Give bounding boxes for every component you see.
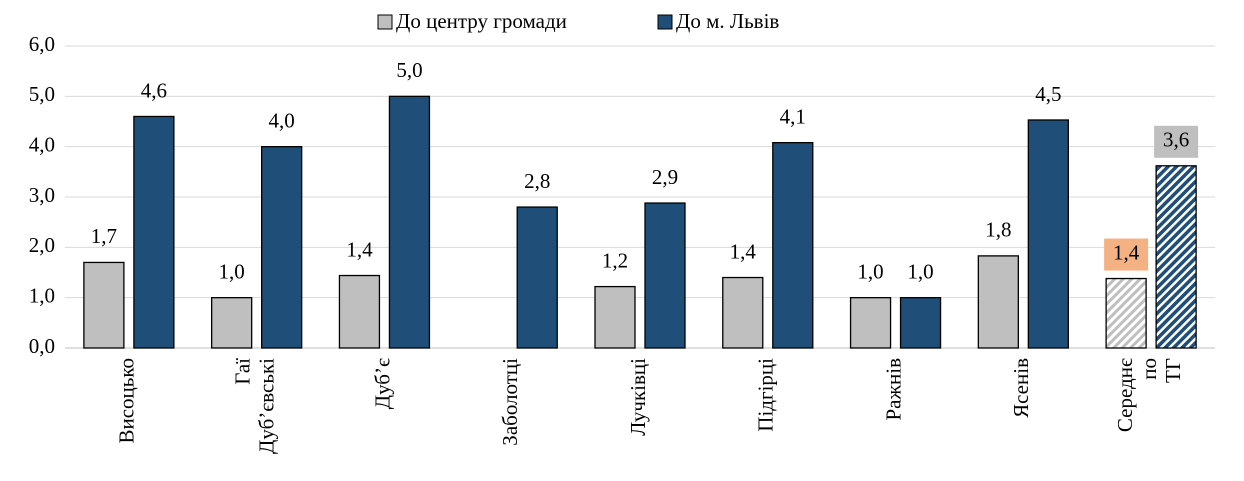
x-tick-label: Лучківці bbox=[626, 358, 650, 436]
bar bbox=[977, 255, 1019, 349]
bar bbox=[261, 146, 303, 349]
value-label: 1,0 bbox=[219, 259, 245, 283]
bar bbox=[722, 276, 764, 349]
bar bbox=[83, 261, 125, 349]
value-label: 1,0 bbox=[857, 259, 883, 283]
bar bbox=[211, 297, 253, 349]
value-label: 1,4 bbox=[1113, 240, 1140, 264]
value-label: 2,9 bbox=[652, 165, 678, 189]
x-tick-label: Висоцько bbox=[115, 358, 139, 444]
y-tick-label: 5,0 bbox=[29, 82, 55, 106]
bar bbox=[594, 285, 636, 349]
legend-swatch bbox=[377, 14, 393, 30]
value-label: 2,8 bbox=[524, 169, 550, 193]
value-label: 1,4 bbox=[346, 237, 373, 261]
bar bbox=[338, 274, 381, 349]
value-label-box bbox=[1104, 238, 1149, 271]
bar bbox=[388, 95, 431, 349]
bar bbox=[644, 202, 686, 349]
y-tick-label: 6,0 bbox=[29, 32, 55, 56]
x-tick-label: Середнє по ТГ bbox=[1113, 358, 1185, 432]
x-tick-label: Ражнів bbox=[881, 358, 905, 421]
bar bbox=[899, 297, 942, 349]
y-tick-label: 4,0 bbox=[29, 132, 55, 156]
bar bbox=[516, 206, 558, 349]
value-label: 1,8 bbox=[985, 218, 1011, 242]
value-label: 1,4 bbox=[730, 239, 757, 263]
bar bbox=[1105, 277, 1147, 349]
x-tick-label: Ясенів bbox=[1009, 358, 1033, 418]
x-tick-label: Гаї Дуб’євські bbox=[230, 358, 278, 459]
value-label: 4,6 bbox=[141, 78, 167, 102]
value-label: 4,1 bbox=[780, 104, 806, 128]
bar bbox=[1155, 165, 1197, 349]
legend-swatch bbox=[657, 14, 673, 30]
x-tick-label: Заболотці bbox=[498, 358, 522, 446]
value-label: 4,5 bbox=[1035, 82, 1061, 106]
bar bbox=[1027, 119, 1069, 349]
y-tick-label: 3,0 bbox=[29, 183, 55, 207]
value-label: 5,0 bbox=[396, 58, 422, 82]
y-tick-label: 1,0 bbox=[29, 283, 55, 307]
value-label: 1,7 bbox=[91, 224, 117, 248]
legend-label: До м. Львів bbox=[676, 9, 779, 33]
legend-label: До центру громади bbox=[396, 9, 567, 33]
bar bbox=[849, 297, 892, 349]
value-label: 4,0 bbox=[269, 108, 295, 132]
y-tick-label: 2,0 bbox=[29, 233, 55, 257]
value-label-box bbox=[1154, 125, 1199, 158]
value-label: 3,6 bbox=[1163, 128, 1189, 152]
x-tick-label: Підгірці bbox=[754, 358, 778, 432]
bar bbox=[772, 141, 814, 349]
y-tick-label: 0,0 bbox=[29, 334, 55, 358]
value-label: 1,2 bbox=[602, 248, 628, 272]
x-tick-label: Дуб’є bbox=[370, 358, 394, 409]
bar bbox=[133, 115, 175, 349]
value-label: 1,0 bbox=[907, 259, 933, 283]
